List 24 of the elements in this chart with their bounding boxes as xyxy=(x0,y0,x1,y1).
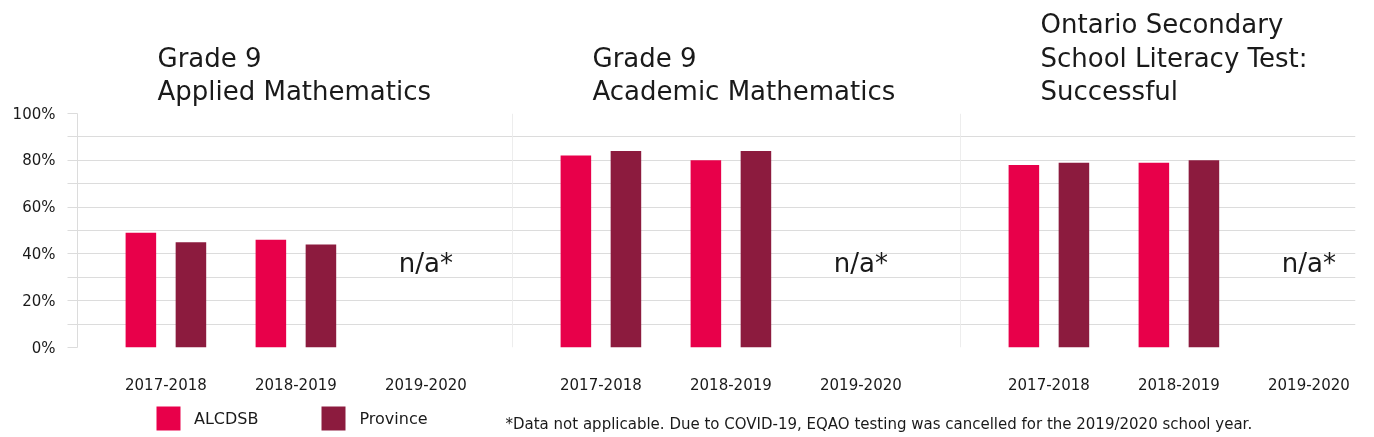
annotation: n/a* xyxy=(398,248,453,279)
text: *Data not applicable. Due to COVID-19, EQAO testing was cancelled for the 2019/2020 school year. xyxy=(505,414,1253,433)
y-tick-label: 100% xyxy=(12,104,56,123)
y-tick-label: 0% xyxy=(31,338,56,357)
x-tick-label: 2019-2020 xyxy=(820,375,902,394)
x-tick-label: 2017-2018 xyxy=(1008,375,1090,394)
chart-title: Grade 9 Applied Mathematics xyxy=(157,42,432,107)
chart-title: Grade 9 Academic Mathematics xyxy=(592,42,896,107)
x-tick-label: 2019-2020 xyxy=(385,375,467,394)
x-tick-label: 2017-2018 xyxy=(125,375,207,394)
annotation: n/a* xyxy=(833,248,888,279)
chart-title: Ontario Secondary School Literacy Test: Successful xyxy=(1040,9,1308,107)
y-tick-label: 40% xyxy=(22,244,56,263)
legend-label: ALCDSB xyxy=(194,408,259,428)
x-tick-label: 2017-2018 xyxy=(560,375,642,394)
y-tick-label: 60% xyxy=(22,198,56,217)
x-tick-label: 2018-2019 xyxy=(690,375,772,394)
y-tick-label: 20% xyxy=(22,291,56,310)
x-tick-label: 2019-2020 xyxy=(1268,375,1350,394)
annotation: n/a* xyxy=(1281,248,1336,279)
x-tick-label: 2018-2019 xyxy=(1138,375,1220,394)
y-tick-label: 80% xyxy=(22,151,56,170)
legend-label: Province xyxy=(359,408,428,428)
x-tick-label: 2018-2019 xyxy=(255,375,337,394)
